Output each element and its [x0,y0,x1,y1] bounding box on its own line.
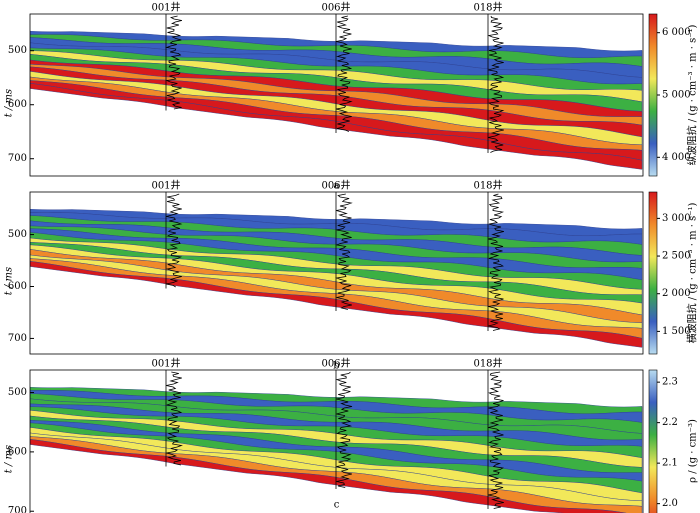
colorbar-tick-label: 2 000 [662,288,691,299]
well-log [165,193,183,288]
well-name: 006井 [321,1,350,14]
well-name: 006井 [321,357,350,370]
colorbar-tick-label: 2.2 [662,417,678,428]
colorbar [648,13,658,177]
well-log [335,193,353,310]
y-tick-label: 600 [8,99,27,110]
panel: 500 600 700 t / ms 001井 006井 018井 a 4 000 5 000 6 … [4,1,699,192]
y-axis-label: t / ms [4,445,15,473]
colorbar-tick-label: 3 000 [662,213,691,224]
panel-label: c [334,500,340,511]
colorbar-tick-label: 2.3 [662,377,678,388]
well-log [488,371,504,509]
colorbar-tick-label: 1 500 [662,326,691,337]
panel: 500 600 700 t / ms 001井 006井 018井 c 2.0 2.1 2.2 2.3… [4,357,699,513]
y-tick-label: 500 [8,387,27,398]
colorbar [648,191,658,355]
colorbar-label: 纵波阻抗 / (g · cm⁻³ · m · s⁻¹) [686,24,699,165]
well-log [165,15,182,110]
plot-frame [29,369,644,513]
well-log [488,193,505,331]
well-log [166,371,183,466]
y-axis-label: t / ms [4,89,15,117]
colorbar-label: 横波阻抗 / (g · cm⁻³ · m · s⁻¹) [686,202,699,343]
well-name: 001井 [151,357,180,370]
plot-frame [29,13,644,177]
y-tick-label: 500 [8,45,27,56]
panel-label: a [334,181,340,192]
colorbar [648,369,658,513]
y-axis-label: t / ms [4,267,15,295]
plot-frame [29,191,644,355]
y-tick-label: 700 [8,506,27,513]
well-name: 006井 [321,179,350,192]
well-log [487,15,505,153]
well-name: 001井 [151,179,180,192]
colorbar-tick-label: 6 000 [662,27,691,38]
panel-label: b [333,361,339,372]
panel: 500 600 700 t / ms 001井 006井 018井 b 1 500 2 000 2 … [4,179,699,372]
y-tick-label: 600 [8,281,27,292]
well-name: 018井 [473,357,502,370]
colorbar-label: ρ / (g · cm⁻³) [688,419,699,483]
well-name: 018井 [473,179,502,192]
section-layer [30,439,627,513]
colorbar-tick-label: 4 000 [662,152,691,163]
colorbar-tick-label: 2 500 [662,251,691,262]
colorbar-tick-label: 5 000 [662,90,691,101]
well-name: 018井 [473,1,502,14]
colorbar-tick-label: 2.1 [662,458,678,469]
well-log [335,15,353,132]
colorbar-tick-label: 2.0 [662,498,678,509]
y-tick-label: 700 [8,153,27,164]
well-log [335,371,353,488]
y-tick-label: 700 [8,333,27,344]
well-name: 001井 [151,1,180,14]
y-tick-label: 600 [8,446,27,457]
y-tick-label: 500 [8,229,27,240]
